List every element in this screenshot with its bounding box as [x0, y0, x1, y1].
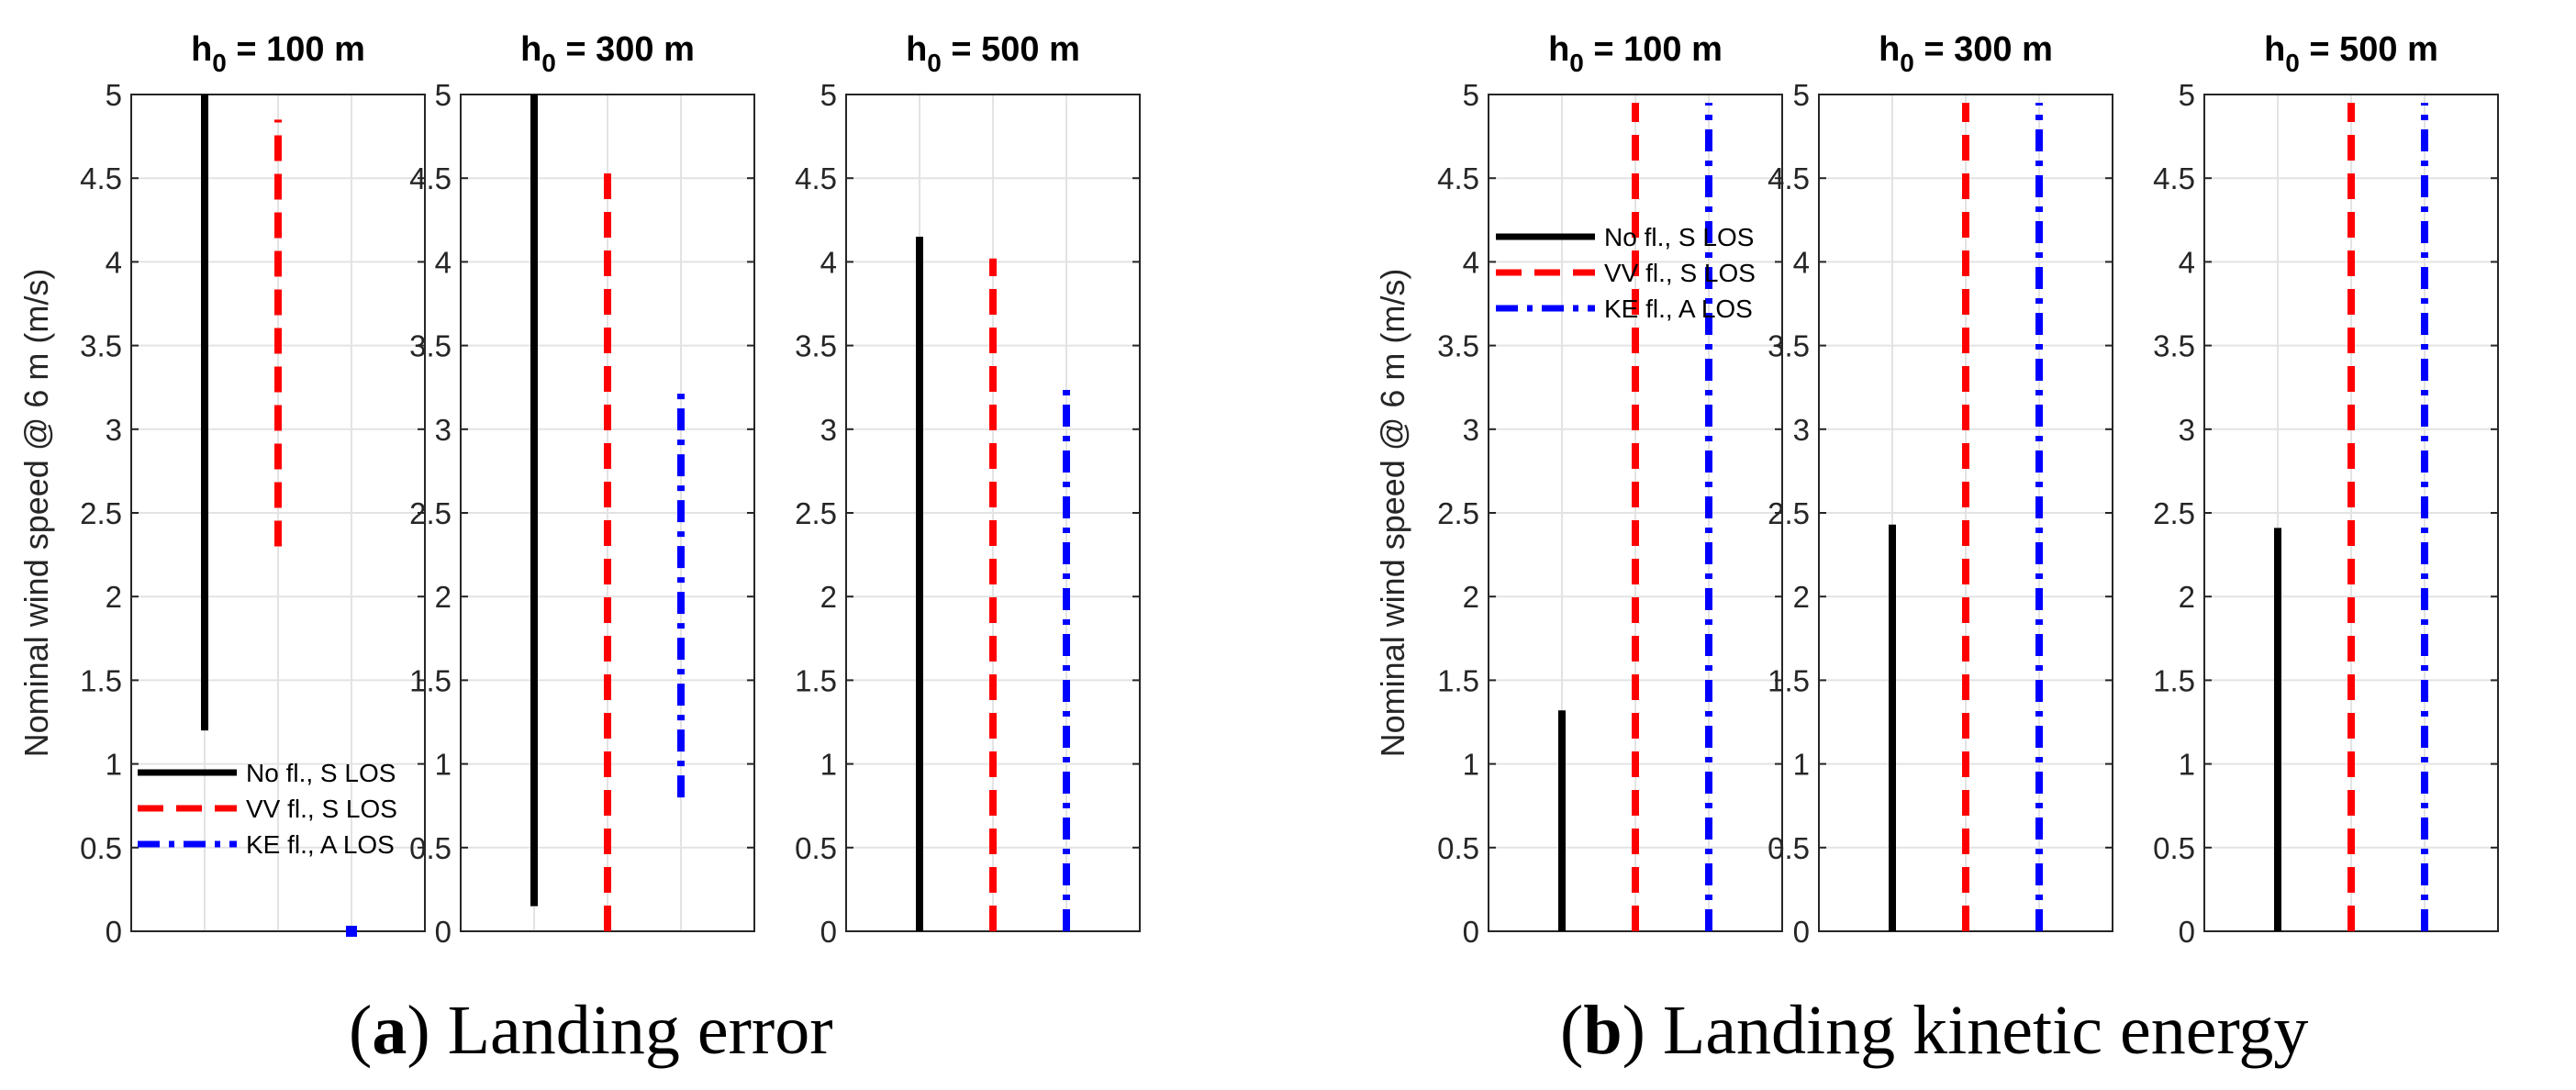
panel-2: 0 0.5 1 1.5 2 2.5 3 3.5 4 4.5 5 h0 = 300 m [409, 30, 755, 949]
y-tick-label: 3 [1793, 413, 1810, 447]
y-tick-label: 4.5 [409, 161, 452, 195]
y-tick-label: 0.5 [2153, 831, 2195, 865]
y-tick-label: 0.5 [1437, 831, 1479, 865]
panel-1: 0 0.5 1 1.5 2 2.5 3 3.5 4 4.5 5 h0 = 100 m [1437, 30, 1783, 949]
y-tick-label: 1.5 [1768, 663, 1810, 697]
subfigure-b: Nominal wind speed @ 6 m (m/s) 0 0.5 1 1.5 2 2… [1374, 30, 2499, 1069]
y-tick-label: 0 [106, 915, 122, 949]
y-tick-label: 3.5 [80, 329, 122, 363]
y-tick-label: 2.5 [80, 496, 122, 530]
panel-title: h0 = 300 m [1879, 30, 2053, 77]
y-tick-label: 3.5 [1768, 329, 1810, 363]
legend-label-1: No fl., S LOS [246, 759, 396, 787]
panel-3: 0 0.5 1 1.5 2 2.5 3 3.5 4 4.5 5 h0 = 500 m [795, 30, 1141, 949]
y-tick-label: 0.5 [1768, 831, 1810, 865]
y-tick-label: 5 [1793, 78, 1810, 112]
y-tick-label: 1.5 [1437, 663, 1479, 697]
caption: (b) Landing kinetic energy [1560, 992, 2308, 1069]
y-tick-label: 4.5 [1768, 161, 1810, 195]
y-tick-label: 0.5 [409, 831, 452, 865]
y-tick-label: 4.5 [2153, 161, 2195, 195]
y-tick-label: 4 [1463, 245, 1479, 279]
panel-title: h0 = 500 m [906, 30, 1080, 77]
y-tick-label: 3 [820, 413, 837, 447]
y-tick-label: 1 [435, 748, 452, 782]
y-tick-label: 1.5 [2153, 663, 2195, 697]
y-tick-label: 4.5 [795, 161, 837, 195]
y-tick-label: 5 [106, 78, 122, 112]
y-tick-label: 0 [1793, 915, 1810, 949]
y-tick-label: 2.5 [795, 496, 837, 530]
y-tick-label: 1 [820, 748, 837, 782]
y-tick-label: 1 [2179, 748, 2195, 782]
y-axis-label: Nominal wind speed @ 6 m (m/s) [1374, 269, 1411, 758]
y-tick-label: 4 [106, 245, 122, 279]
legend-label-3: KE fl., A LOS [1604, 295, 1753, 323]
y-tick-label: 2.5 [1768, 496, 1810, 530]
y-tick-label: 0 [435, 915, 452, 949]
panel-title: h0 = 300 m [520, 30, 695, 77]
panel-title: h0 = 100 m [1548, 30, 1723, 77]
caption: (a) Landing error [349, 992, 833, 1069]
legend: No fl., S LOS VV fl., S LOS KE fl., A LOS [1496, 223, 1756, 323]
subfigure-a: Nominal wind speed @ 6 m (m/s) 0 0.5 1 1.5 2 2… [17, 30, 1141, 1069]
y-tick-label: 4 [1793, 245, 1810, 279]
legend-label-2: VV fl., S LOS [1604, 259, 1756, 287]
y-tick-label: 3 [1463, 413, 1479, 447]
panel-title: h0 = 500 m [2264, 30, 2438, 77]
panel-title: h0 = 100 m [191, 30, 365, 77]
y-tick-label: 4.5 [80, 161, 122, 195]
y-tick-label: 1 [1463, 748, 1479, 782]
y-tick-label: 3 [2179, 413, 2195, 447]
y-tick-label: 0 [2179, 915, 2195, 949]
y-tick-label: 3 [435, 413, 452, 447]
y-tick-label: 0.5 [80, 831, 122, 865]
y-tick-label: 5 [820, 78, 837, 112]
y-tick-label: 1.5 [80, 663, 122, 697]
panel-1: 0 0.5 1 1.5 2 2.5 3 3.5 4 4.5 5 h0 = 100 m [80, 30, 426, 949]
y-tick-label: 5 [2179, 78, 2195, 112]
y-tick-label: 2 [106, 580, 122, 614]
y-tick-label: 4 [2179, 245, 2195, 279]
y-tick-label: 2.5 [409, 496, 452, 530]
y-axis-label: Nominal wind speed @ 6 m (m/s) [17, 269, 55, 758]
y-tick-label: 0.5 [795, 831, 837, 865]
y-tick-label: 3.5 [795, 329, 837, 363]
legend: No fl., S LOS VV fl., S LOS KE fl., A LOS [138, 759, 397, 859]
y-tick-label: 2 [1463, 580, 1479, 614]
y-tick-label: 0 [820, 915, 837, 949]
y-tick-label: 2 [820, 580, 837, 614]
y-tick-label: 3.5 [2153, 329, 2195, 363]
y-tick-label: 2.5 [2153, 496, 2195, 530]
y-tick-label: 3 [106, 413, 122, 447]
y-tick-label: 2 [1793, 580, 1810, 614]
y-tick-label: 1 [1793, 748, 1810, 782]
y-tick-label: 2.5 [1437, 496, 1479, 530]
range-kefl-3 [346, 926, 357, 937]
y-tick-label: 1.5 [795, 663, 837, 697]
y-tick-label: 5 [1463, 78, 1479, 112]
y-tick-label: 3.5 [1437, 329, 1479, 363]
y-tick-label: 1.5 [409, 663, 452, 697]
y-tick-label: 4 [820, 245, 837, 279]
legend-label-1: No fl., S LOS [1604, 223, 1754, 251]
y-tick-label: 1 [106, 748, 122, 782]
panel-3: 0 0.5 1 1.5 2 2.5 3 3.5 4 4.5 5 h0 = 500 m [2153, 30, 2499, 949]
y-tick-label: 5 [435, 78, 452, 112]
legend-label-2: VV fl., S LOS [246, 795, 397, 823]
legend-label-3: KE fl., A LOS [246, 830, 395, 859]
y-tick-label: 3.5 [409, 329, 452, 363]
y-tick-label: 4 [435, 245, 452, 279]
panel-2: 0 0.5 1 1.5 2 2.5 3 3.5 4 4.5 5 h0 = 300 m [1768, 30, 2113, 949]
y-tick-label: 0 [1463, 915, 1479, 949]
y-tick-label: 2 [435, 580, 452, 614]
y-tick-label: 4.5 [1437, 161, 1479, 195]
y-tick-label: 2 [2179, 580, 2195, 614]
